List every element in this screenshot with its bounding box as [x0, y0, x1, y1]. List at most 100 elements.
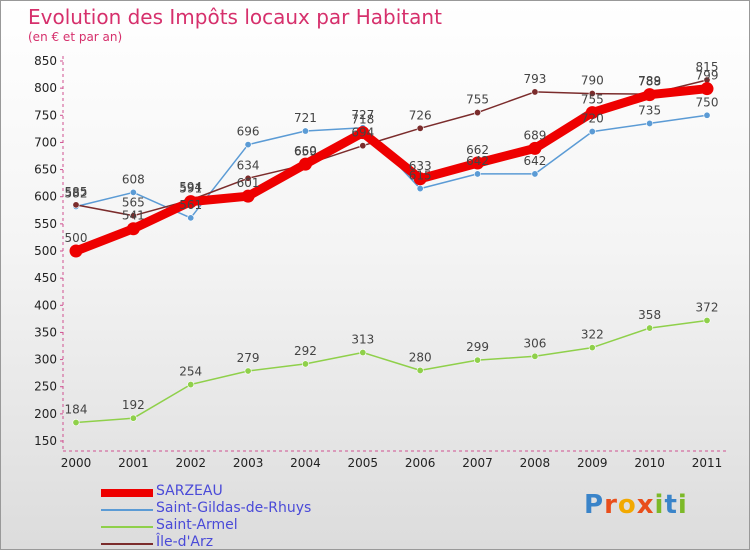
data-point	[588, 90, 596, 98]
data-label: 299	[466, 340, 489, 354]
y-tick-label: 500	[34, 244, 57, 258]
x-tick-label: 2011	[692, 456, 723, 470]
data-point	[129, 188, 137, 196]
data-point	[528, 141, 542, 155]
data-label: 726	[409, 108, 432, 122]
x-tick-label: 2009	[577, 456, 608, 470]
x-tick-label: 2008	[520, 456, 551, 470]
data-point	[588, 128, 596, 136]
x-tick-label: 2004	[290, 456, 321, 470]
data-point	[471, 156, 485, 170]
data-point	[474, 109, 482, 117]
data-label: 608	[122, 172, 145, 186]
data-label: 642	[523, 154, 546, 168]
y-tick-label: 200	[34, 407, 57, 421]
data-label: 561	[179, 198, 202, 212]
series-line-3	[75, 79, 708, 217]
data-label: 541	[122, 209, 145, 223]
data-point	[416, 185, 424, 193]
data-label: 585	[65, 185, 88, 199]
chart-data-labels: 500 541 591 601 660 718 633 662 689 755 788 799 582 6…	[65, 60, 719, 417]
data-label: 799	[696, 69, 719, 83]
legend-swatch	[101, 489, 153, 497]
data-point	[531, 352, 539, 360]
data-point	[643, 88, 657, 102]
data-label: 793	[523, 72, 546, 86]
data-label: 500	[65, 231, 88, 245]
data-label: 659	[294, 145, 317, 159]
logo-letter: t	[664, 490, 678, 520]
chart-title: Evolution des Impôts locaux par Habitant	[28, 5, 442, 29]
x-tick-label: 2010	[634, 456, 665, 470]
data-point	[416, 366, 424, 374]
data-point	[72, 201, 80, 209]
data-point	[531, 88, 539, 96]
logo-letter: P	[584, 490, 605, 520]
logo-letter: i	[654, 490, 665, 520]
data-point	[585, 106, 599, 120]
data-label: 789	[638, 74, 661, 88]
data-label: 696	[237, 125, 260, 139]
legend-swatch	[101, 526, 153, 528]
y-tick-label: 750	[34, 108, 57, 122]
data-point	[69, 244, 83, 258]
y-tick-label: 450	[34, 271, 57, 285]
data-label: 750	[696, 95, 719, 109]
data-point	[129, 212, 137, 220]
y-tick-label: 350	[34, 325, 57, 339]
data-point	[703, 111, 711, 119]
legend-swatch	[101, 543, 153, 545]
data-label: 313	[351, 333, 374, 347]
data-label: 184	[65, 403, 88, 417]
data-label: 694	[351, 126, 374, 140]
data-label: 642	[466, 154, 489, 168]
data-point	[301, 360, 309, 368]
chart-axes: 150 200 250 300 350 400 450 500 550 600 650 700 750 8…	[34, 54, 727, 470]
data-point	[126, 222, 140, 236]
logo-letter: i	[677, 490, 688, 520]
y-tick-label: 650	[34, 163, 57, 177]
data-point	[241, 189, 255, 203]
data-label: 601	[237, 176, 260, 190]
data-label: 279	[237, 351, 260, 365]
data-label: 372	[696, 300, 719, 314]
data-point	[72, 419, 80, 427]
data-point	[474, 356, 482, 364]
x-tick-label: 2003	[233, 456, 264, 470]
data-point	[700, 82, 714, 96]
data-label: 815	[696, 60, 719, 74]
logo-letter: o	[617, 490, 637, 520]
y-tick-label: 600	[34, 190, 57, 204]
data-point	[359, 142, 367, 150]
data-label: 735	[638, 103, 661, 117]
data-label: 755	[581, 93, 604, 107]
data-point	[359, 349, 367, 357]
data-point	[298, 157, 312, 171]
data-label: 755	[466, 93, 489, 107]
data-point	[356, 126, 370, 140]
data-point	[588, 344, 596, 352]
data-point	[187, 381, 195, 389]
data-point	[646, 119, 654, 127]
chart-series	[69, 76, 714, 427]
legend-label: SARZEAU	[156, 483, 223, 499]
x-tick-label: 2007	[462, 456, 493, 470]
x-tick-label: 2002	[175, 456, 206, 470]
data-label: 718	[351, 113, 374, 127]
chart-subtitle: (en € et par an)	[28, 30, 123, 44]
data-label: 689	[523, 128, 546, 142]
data-label: 615	[409, 169, 432, 183]
series-line-0	[74, 84, 708, 256]
data-label: 591	[179, 182, 202, 196]
series-line-1	[75, 114, 708, 219]
data-label: 358	[638, 308, 661, 322]
x-tick-label: 2001	[118, 456, 149, 470]
y-tick-label: 300	[34, 353, 57, 367]
data-label: 292	[294, 344, 317, 358]
data-label: 788	[638, 75, 661, 89]
y-tick-label: 550	[34, 217, 57, 231]
y-tick-label: 850	[34, 54, 57, 68]
y-tick-label: 250	[34, 380, 57, 394]
data-point	[129, 414, 137, 422]
